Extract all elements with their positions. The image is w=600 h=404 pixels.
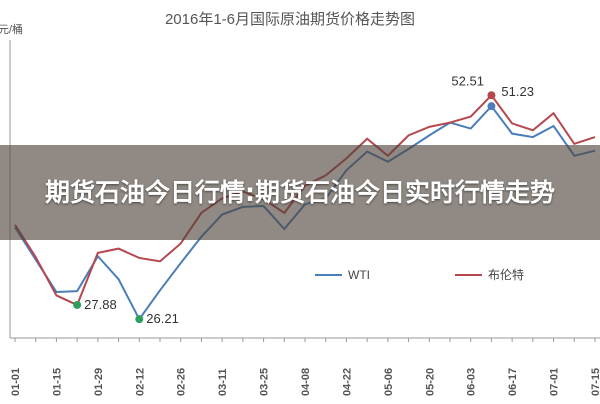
x-tick-label: 03-11 — [217, 368, 229, 396]
legend-label: 布伦特 — [488, 267, 524, 282]
highlight-label: 52.51 — [451, 73, 484, 88]
x-tick-label: 01-15 — [51, 368, 63, 396]
x-tick-label: 02-12 — [134, 368, 146, 396]
highlight-point — [487, 102, 496, 111]
x-tick-label: 03-25 — [259, 368, 271, 396]
x-tick-label: 02-26 — [176, 368, 188, 396]
x-tick-label: 05-06 — [383, 368, 395, 396]
legend-label: WTI — [348, 268, 370, 282]
overlay-title: 期货石油今日行情:期货石油今日实时行情走势 — [45, 177, 555, 207]
highlight-point — [73, 300, 82, 309]
highlight-point — [135, 315, 144, 324]
x-tick-label: 01-29 — [93, 368, 105, 396]
x-tick-label: 05-20 — [424, 368, 436, 396]
highlight-point — [487, 91, 496, 100]
y-axis-label: 元/桶 — [0, 22, 23, 36]
x-tick-label: 07-15 — [590, 368, 600, 396]
chart-title: 2016年1-6月国际原油期货价格走势图 — [165, 11, 415, 28]
x-tick-label: 06-03 — [466, 368, 478, 396]
highlight-label: 26.21 — [146, 311, 179, 326]
overlay-banner: 期货石油今日行情:期货石油今日实时行情走势 — [0, 145, 600, 240]
x-tick-label: 07-01 — [549, 368, 561, 396]
x-tick-label: 06-17 — [507, 368, 519, 396]
x-tick-label: 01-01 — [10, 368, 22, 396]
highlight-label: 27.88 — [84, 297, 117, 312]
highlight-label: 51.23 — [501, 84, 534, 99]
x-tick-label: 04-22 — [341, 368, 353, 396]
x-tick-label: 04-08 — [300, 368, 312, 396]
